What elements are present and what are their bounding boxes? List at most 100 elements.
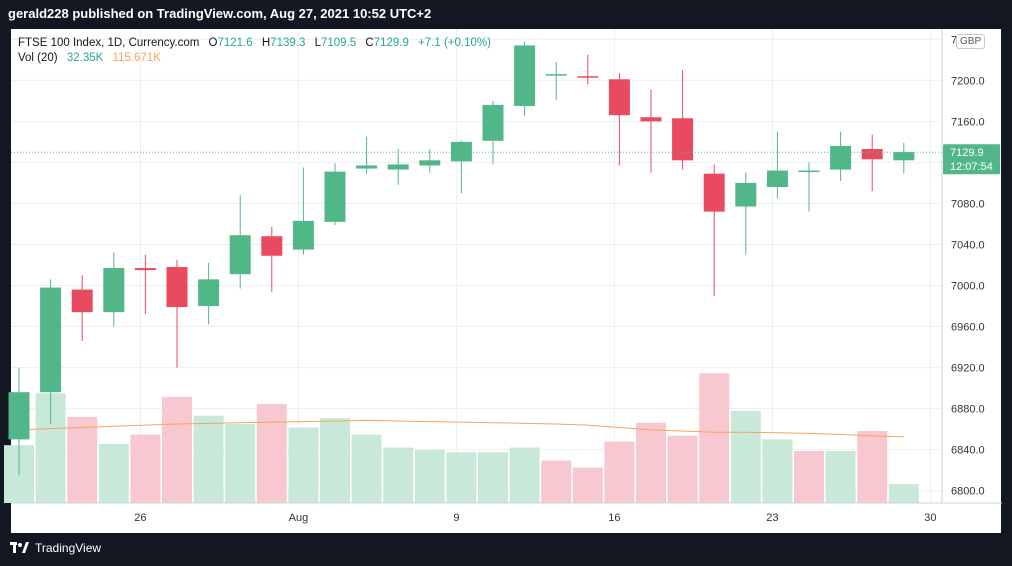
candle (261, 227, 283, 292)
candle (735, 172, 757, 255)
candle (577, 54, 599, 85)
volume-bar (667, 435, 698, 503)
candle-body (608, 79, 630, 116)
candle (356, 136, 378, 174)
candle (387, 149, 409, 185)
candle (166, 259, 188, 368)
volume-bar (509, 447, 540, 503)
candle-body (261, 236, 283, 256)
legend-symbol[interactable]: FTSE 100 Index, 1D, Currency.com (18, 37, 200, 49)
volume-bar (541, 460, 572, 503)
candle-body (450, 141, 472, 162)
volume-bar (794, 451, 824, 503)
volume-bar (825, 451, 856, 503)
candle-body (40, 287, 62, 393)
candle (766, 131, 788, 199)
tradingview-logo-icon[interactable] (10, 542, 30, 554)
volume-bar (414, 449, 445, 503)
candle-body (766, 170, 788, 187)
candle (40, 279, 62, 424)
candle-body (324, 171, 346, 222)
y-tick-label: 7080.0 (951, 198, 985, 210)
candle (8, 367, 30, 476)
x-tick-label: 23 (766, 512, 778, 524)
publish-header: gerald228 published on TradingView.com, … (8, 6, 432, 21)
candle-body (387, 164, 409, 170)
last-price-badge-bg (943, 144, 1000, 175)
candle-body (229, 235, 251, 275)
candle-body (798, 170, 820, 173)
candle (798, 162, 820, 212)
candle-body (134, 268, 156, 271)
candle (229, 195, 251, 289)
candle (134, 254, 156, 315)
candle-series (8, 41, 915, 476)
volume-series (4, 373, 919, 503)
volume-bar (857, 431, 888, 503)
candle-body (166, 267, 188, 308)
legend-vol-label[interactable]: Vol (20) (18, 52, 58, 64)
x-tick-label: Aug (289, 512, 309, 524)
legend-open-label: O (208, 37, 218, 49)
volume-bar (320, 418, 350, 503)
x-tick-label: 30 (924, 512, 936, 524)
candle-body (198, 279, 220, 307)
candle-body (545, 74, 567, 76)
y-tick-label: 6840.0 (951, 445, 985, 457)
y-tick-label: 6800.0 (951, 486, 985, 498)
currency-badge[interactable]: GBP (956, 34, 986, 49)
y-tick-label: 6920.0 (951, 363, 985, 375)
volume-bar (383, 447, 414, 503)
legend-open: 7121.6 (217, 37, 253, 49)
legend-change: +7.1 (+0.10%) (418, 37, 491, 49)
y-tick-label: 6880.0 (951, 404, 985, 416)
volume-ma-line (18, 419, 904, 438)
candle (640, 89, 662, 173)
grid-lines (11, 29, 942, 503)
volume-bar (572, 467, 603, 503)
footer: TradingView (10, 541, 101, 555)
candle-body (703, 173, 725, 212)
legend-close: 7129.9 (373, 37, 409, 49)
candle-body (861, 149, 883, 160)
volume-bar (225, 423, 256, 503)
y-tick-label: 7200.0 (951, 75, 985, 87)
y-tick-label: 7000.0 (951, 280, 985, 292)
candle-body (292, 220, 314, 250)
legend-vol-ma: 115.671K (112, 52, 161, 64)
y-tick-label: 6960.0 (951, 322, 985, 334)
candle (703, 164, 725, 296)
candle (419, 149, 441, 173)
candle (893, 142, 915, 174)
candle (324, 163, 346, 225)
last-price-badge: 7129.9 12:07:54 (943, 144, 1000, 175)
volume-bar (193, 415, 224, 503)
candle-body (419, 160, 441, 166)
candle (450, 140, 472, 194)
candle-body (735, 182, 757, 207)
candle (482, 100, 504, 165)
volume-bar (888, 484, 919, 503)
volume-bar (130, 434, 161, 503)
y-tick-label: 7040.0 (951, 239, 985, 251)
candle-body (71, 289, 93, 313)
candle (830, 131, 852, 181)
volume-bar (67, 416, 98, 503)
volume-bar (98, 444, 129, 503)
legend-low: 7109.5 (320, 37, 357, 49)
volume-bar (256, 403, 287, 503)
candle (71, 275, 93, 341)
volume-bar (478, 452, 508, 503)
candle-body (830, 145, 852, 170)
y-tick-label: 7160.0 (951, 116, 985, 128)
legend-close-label: C (365, 37, 374, 49)
legend-row-price: FTSE 100 Index, 1D, Currency.com O7121.6… (18, 36, 491, 51)
candle (608, 73, 630, 166)
candle (514, 41, 536, 117)
candle (103, 252, 125, 327)
candle-body (672, 118, 694, 161)
footer-brand[interactable]: TradingView (35, 541, 102, 555)
x-tick-label: 9 (453, 512, 459, 524)
volume-bar (762, 439, 793, 503)
